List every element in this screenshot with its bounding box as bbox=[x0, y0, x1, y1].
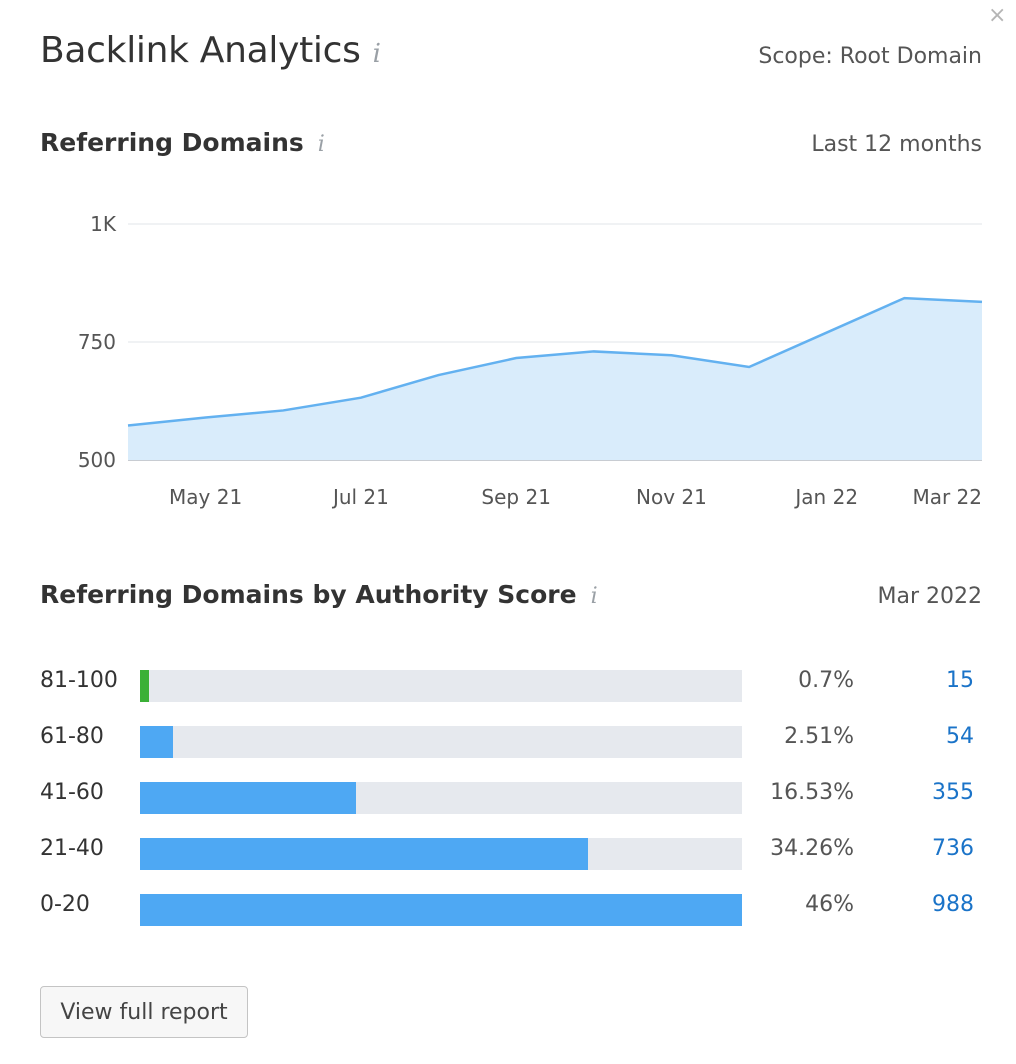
authority-row: 41-60 16.53% 355 bbox=[0, 776, 1016, 816]
score-range-label: 81-100 bbox=[40, 668, 118, 693]
score-percent: 16.53% bbox=[770, 780, 854, 805]
x-tick-label: Sep 21 bbox=[481, 485, 551, 509]
info-icon[interactable]: i bbox=[590, 584, 598, 609]
score-range-label: 21-40 bbox=[40, 836, 104, 861]
score-bar-track bbox=[140, 838, 742, 870]
series-line bbox=[127, 296, 983, 427]
y-tick-label: 1K bbox=[90, 212, 117, 236]
authority-date: Mar 2022 bbox=[877, 584, 983, 609]
score-count-link[interactable]: 15 bbox=[946, 668, 974, 693]
score-percent: 34.26% bbox=[770, 836, 854, 861]
score-count-link[interactable]: 355 bbox=[932, 780, 974, 805]
referring-domains-title: Referring Domains i bbox=[40, 128, 325, 157]
score-count-link[interactable]: 988 bbox=[932, 892, 974, 917]
widget-title-text: Backlink Analytics bbox=[40, 30, 361, 71]
score-count-link[interactable]: 736 bbox=[932, 836, 974, 861]
score-count-link[interactable]: 54 bbox=[946, 724, 974, 749]
y-tick-label: 750 bbox=[78, 330, 116, 354]
score-bar-track bbox=[140, 782, 742, 814]
x-tick-label: Jul 21 bbox=[331, 485, 389, 509]
view-full-report-button[interactable]: View full report bbox=[40, 986, 248, 1038]
score-range-label: 61-80 bbox=[40, 724, 104, 749]
authority-row: 81-100 0.7% 15 bbox=[0, 664, 1016, 704]
score-bar-fill bbox=[140, 894, 742, 926]
score-range-label: 41-60 bbox=[40, 780, 104, 805]
close-icon[interactable]: × bbox=[988, 3, 1007, 28]
y-tick-label: 500 bbox=[78, 448, 116, 472]
score-percent: 2.51% bbox=[784, 724, 854, 749]
period-label: Last 12 months bbox=[811, 132, 982, 157]
score-bar-fill bbox=[140, 670, 150, 702]
x-tick-label: Mar 22 bbox=[912, 485, 982, 509]
authority-row: 21-40 34.26% 736 bbox=[0, 832, 1016, 872]
score-percent: 0.7% bbox=[798, 668, 854, 693]
authority-row: 0-20 46% 988 bbox=[0, 888, 1016, 928]
score-bar-track bbox=[140, 670, 742, 702]
score-bar-track bbox=[140, 726, 742, 758]
score-bar-fill bbox=[140, 782, 357, 814]
referring-domains-title-text: Referring Domains bbox=[40, 128, 304, 157]
info-icon[interactable]: i bbox=[372, 39, 381, 69]
x-tick-label: Jan 22 bbox=[793, 485, 858, 509]
series-area bbox=[128, 298, 982, 460]
score-range-label: 0-20 bbox=[40, 892, 90, 917]
score-bar-fill bbox=[140, 838, 589, 870]
x-tick-label: May 21 bbox=[169, 485, 242, 509]
info-icon[interactable]: i bbox=[317, 132, 325, 157]
authority-title-text: Referring Domains by Authority Score bbox=[40, 580, 577, 609]
widget-title: Backlink Analytics i bbox=[40, 30, 381, 71]
scope-label: Scope: Root Domain bbox=[758, 44, 982, 69]
referring-domains-chart: 500 750 1K May 21 Jul 21 Sep 21 Nov 21 Jan 22 Ma… bbox=[78, 212, 983, 509]
authority-row: 61-80 2.51% 54 bbox=[0, 720, 1016, 760]
x-tick-label: Nov 21 bbox=[636, 485, 707, 509]
score-percent: 46% bbox=[805, 892, 854, 917]
score-bar-fill bbox=[140, 726, 173, 758]
score-bar-track bbox=[140, 894, 742, 926]
authority-title: Referring Domains by Authority Score i bbox=[40, 580, 598, 609]
